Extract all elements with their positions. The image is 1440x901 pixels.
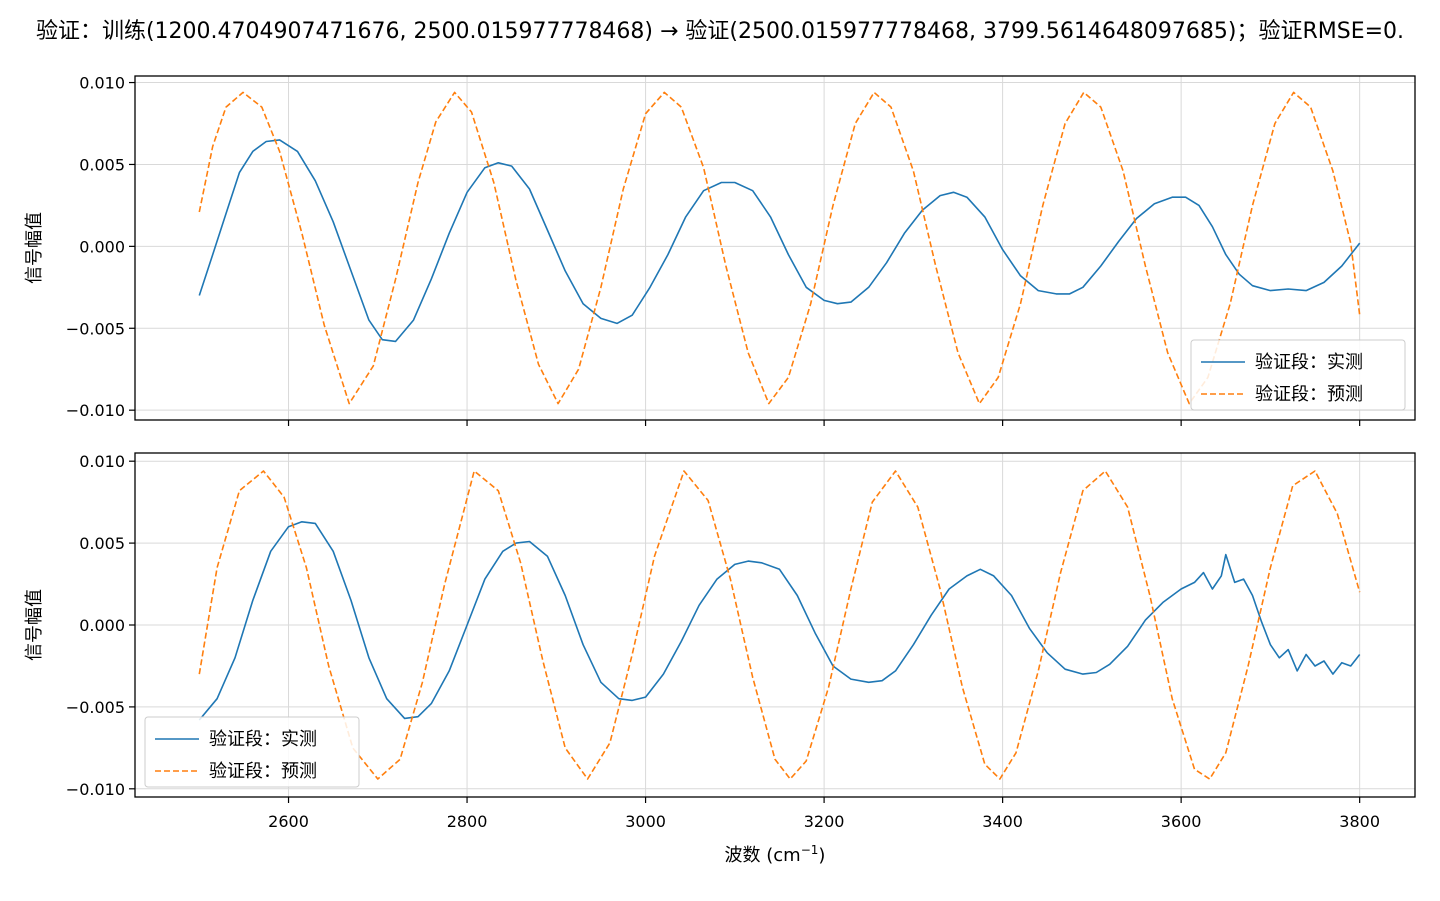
predicted-series-line xyxy=(198,470,1361,780)
legend-box xyxy=(144,716,360,788)
legend-label: 验证段：预测 xyxy=(1255,384,1363,405)
x-axis-label: 波数 (cm−1) xyxy=(725,843,826,866)
y-tick-label: −0.005 xyxy=(66,319,125,338)
y-tick-label: −0.010 xyxy=(66,780,125,799)
y-tick-label: 0.010 xyxy=(79,452,125,471)
measured-series-line xyxy=(198,139,1361,343)
x-axis-label-close: ) xyxy=(818,845,825,866)
legend-label: 验证段：实测 xyxy=(209,729,317,750)
y-axis-label: 信号幅值 xyxy=(24,589,45,661)
predicted-series-line xyxy=(198,91,1361,405)
axes-frame xyxy=(134,75,1416,421)
legend-label: 验证段：实测 xyxy=(1255,352,1363,373)
y-tick-label: 0.005 xyxy=(79,155,125,174)
y-tick-label: 0.000 xyxy=(79,616,125,635)
x-tick-label: 3000 xyxy=(625,812,666,831)
measured-series-line xyxy=(198,521,1361,721)
panels: −0.010−0.0050.0000.0050.010信号幅值验证段：实测验证段… xyxy=(24,74,1416,866)
panel-1: −0.010 −0.005 0.000 0.005 0.010 信号幅值验证段：实测验证段… xyxy=(24,74,1416,426)
x-tick-label: 3400 xyxy=(982,812,1023,831)
y-tick-label: 0.010 xyxy=(79,74,125,93)
x-tick-label: 3800 xyxy=(1339,812,1380,831)
y-axis-label: 信号幅值 xyxy=(24,212,45,284)
legend-box xyxy=(1190,339,1406,411)
x-axis-label-superscript: −1 xyxy=(801,843,819,857)
y-tick-label: 0.005 xyxy=(79,534,125,553)
figure-title: 验证：训练(1200.4704907471676, 2500.015977778… xyxy=(36,19,1404,44)
y-tick-label: −0.005 xyxy=(66,698,125,717)
x-tick-label: 3200 xyxy=(804,812,845,831)
x-tick-label: 3600 xyxy=(1161,812,1202,831)
x-tick-label: 2600 xyxy=(268,812,309,831)
legend-label: 验证段：预测 xyxy=(209,761,317,782)
x-axis-label-text: 波数 (cm xyxy=(725,845,801,866)
x-tick-label: 2800 xyxy=(447,812,488,831)
y-tick-label: 0.000 xyxy=(79,237,125,256)
panel-2: −0.010 −0.005 0.000 0.005 0.010 2600 2800 3000 3… xyxy=(24,452,1416,866)
y-tick-label: −0.010 xyxy=(66,401,125,420)
